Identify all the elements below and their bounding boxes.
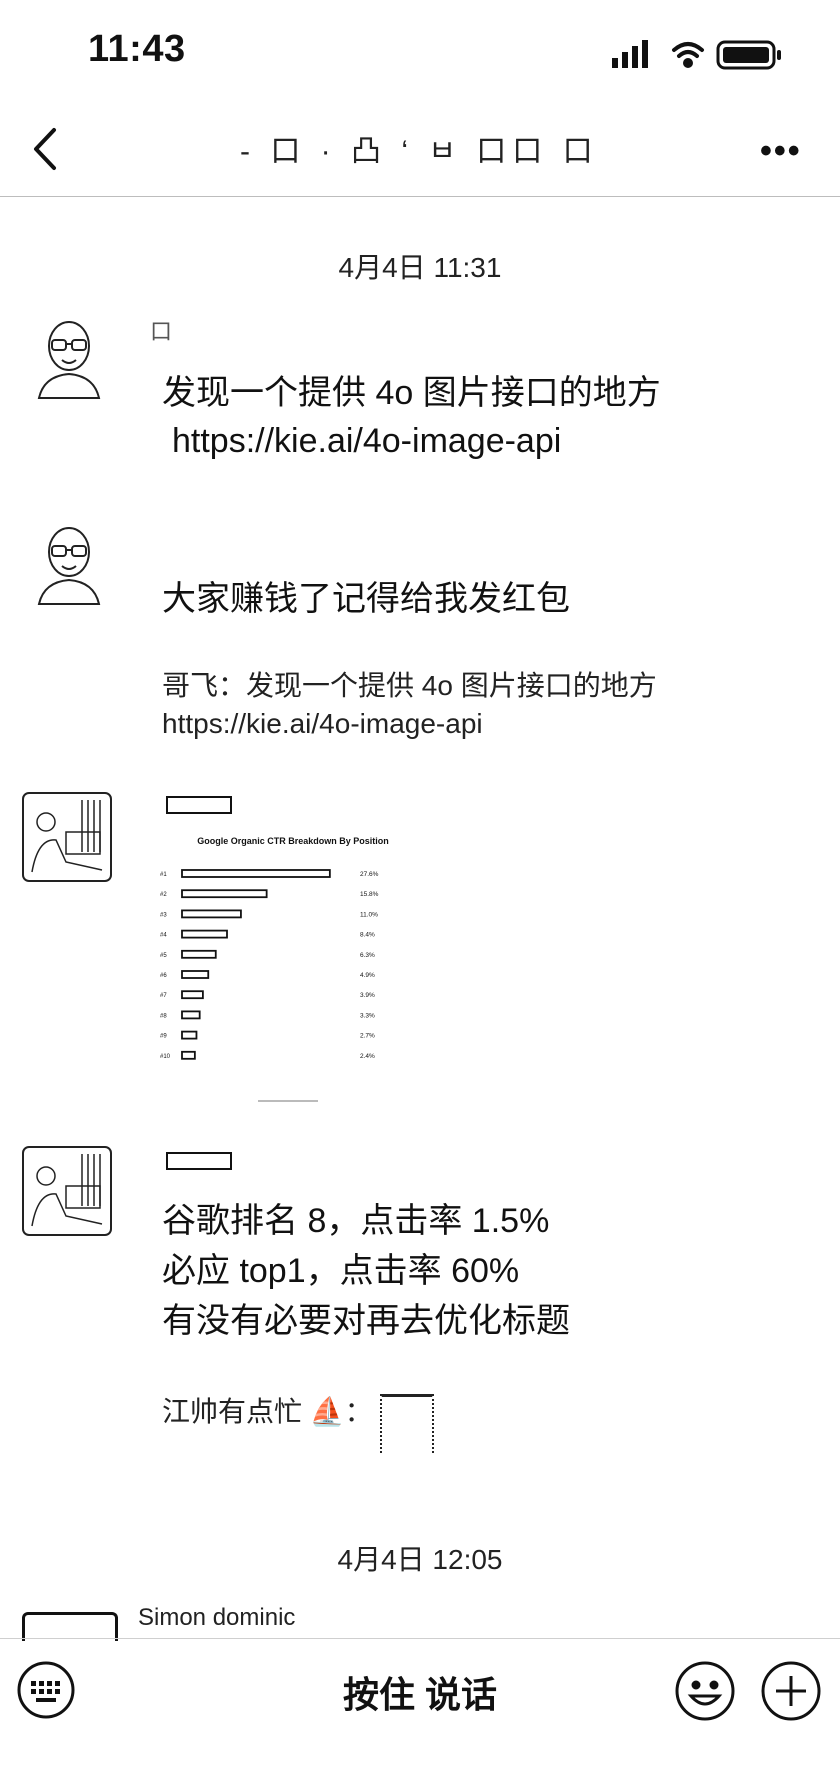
chart-bar — [181, 929, 228, 939]
message-text: 谷歌排名 8，点击率 1.5% — [162, 1202, 550, 1240]
avatar-photo[interactable] — [22, 1146, 112, 1236]
chart-bar — [181, 889, 268, 899]
input-bar-divider — [0, 1638, 840, 1639]
avatar-photo[interactable] — [22, 792, 112, 882]
chart-bar — [181, 1050, 196, 1060]
quoted-image-thumbnail — [380, 1394, 435, 1453]
chart-category-label: #2 — [160, 892, 167, 898]
message-text: 有没有必要对再去优化标题 — [162, 1302, 570, 1340]
chart-bar — [181, 1030, 198, 1040]
message-text: 大家赚钱了记得给我发红包 — [162, 580, 570, 618]
chart-category-label: #9 — [160, 1034, 167, 1040]
more-options-button[interactable]: ••• — [760, 132, 802, 170]
timestamp: 4月4日 12:05 — [337, 1544, 503, 1575]
chart-value-label: 2.4% — [360, 1053, 375, 1060]
avatar-bald-man[interactable] — [24, 310, 114, 400]
image-footer-line — [258, 1100, 318, 1102]
wifi-icon — [672, 42, 704, 68]
chart-bar — [181, 909, 242, 919]
message-link[interactable]: https://kie.ai/4o-image-api — [172, 422, 562, 460]
quoted-message-link[interactable]: https://kie.ai/4o-image-api — [162, 708, 483, 739]
keyboard-toggle-button[interactable] — [16, 1660, 76, 1720]
battery-icon — [716, 40, 781, 70]
avatar-bald-man[interactable] — [24, 516, 114, 606]
chart-category-label: #1 — [160, 872, 167, 878]
chart-value-label: 8.4% — [360, 932, 375, 939]
chart-value-label: 15.8% — [360, 891, 379, 898]
chart-bar — [181, 869, 331, 878]
sender-name: Simon dominic — [138, 1604, 296, 1631]
chart-title: Google Organic CTR Breakdown By Position — [197, 836, 389, 846]
chart-value-label: 4.9% — [360, 972, 375, 979]
status-icons — [612, 40, 781, 70]
cellular-signal-icon — [612, 40, 648, 68]
quoted-message[interactable]: 哥飞：发现一个提供 4o 图片接口的地方 — [162, 670, 657, 701]
chart-bar — [181, 949, 217, 959]
message-text: 发现一个提供 4o 图片接口的地方 — [162, 374, 661, 412]
message-text: 必应 top1，点击率 60% — [162, 1252, 520, 1290]
ctr-chart-image[interactable]: Google Organic CTR Breakdown By Position… — [158, 822, 428, 1112]
quoted-sender-name: 江帅有点忙 — [162, 1396, 303, 1427]
plus-circle-icon — [761, 1661, 821, 1721]
sender-name-redacted — [166, 796, 232, 814]
nav-divider — [0, 196, 840, 197]
sailboat-emoji-icon: ⛵ — [302, 1396, 345, 1427]
chart-category-label: #7 — [160, 993, 167, 999]
more-functions-button[interactable] — [760, 1660, 822, 1722]
chart-value-label: 2.7% — [360, 1033, 375, 1040]
hold-to-talk-button[interactable]: 按住 说话 — [342, 1674, 497, 1715]
sender-name-redacted — [166, 1152, 232, 1170]
chart-bar — [181, 1010, 201, 1020]
chart-value-label: 3.9% — [360, 992, 375, 999]
quoted-sender[interactable]: 江帅有点忙 ⛵： — [162, 1394, 435, 1453]
chart-category-label: #3 — [160, 912, 167, 918]
emoji-button[interactable] — [674, 1660, 736, 1722]
chart-value-label: 3.3% — [360, 1012, 375, 1019]
sender-name: 口 — [150, 319, 173, 344]
avatar[interactable] — [22, 1612, 118, 1641]
timestamp: 4月4日 11:31 — [338, 252, 502, 283]
chart-bar — [181, 970, 210, 979]
chat-title: - 口 · 凸 ‘ ㅂ 口口 口 — [240, 135, 599, 168]
keyboard-icon — [17, 1661, 75, 1719]
status-time: 11:43 — [88, 28, 186, 70]
chart-bar — [181, 990, 204, 1000]
chevron-left-icon — [34, 128, 56, 170]
chart-category-label: #4 — [160, 933, 167, 939]
chart-category-label: #6 — [160, 973, 167, 979]
chart-category-label: #5 — [160, 953, 167, 959]
chart-value-label: 11.0% — [360, 911, 378, 918]
chart-value-label: 6.3% — [360, 952, 375, 959]
chart-category-label: #8 — [160, 1013, 167, 1019]
chart-value-label: 27.6% — [360, 871, 379, 878]
smiley-icon — [675, 1661, 735, 1721]
back-button[interactable] — [26, 124, 66, 174]
chart-category-label: #10 — [160, 1054, 171, 1060]
